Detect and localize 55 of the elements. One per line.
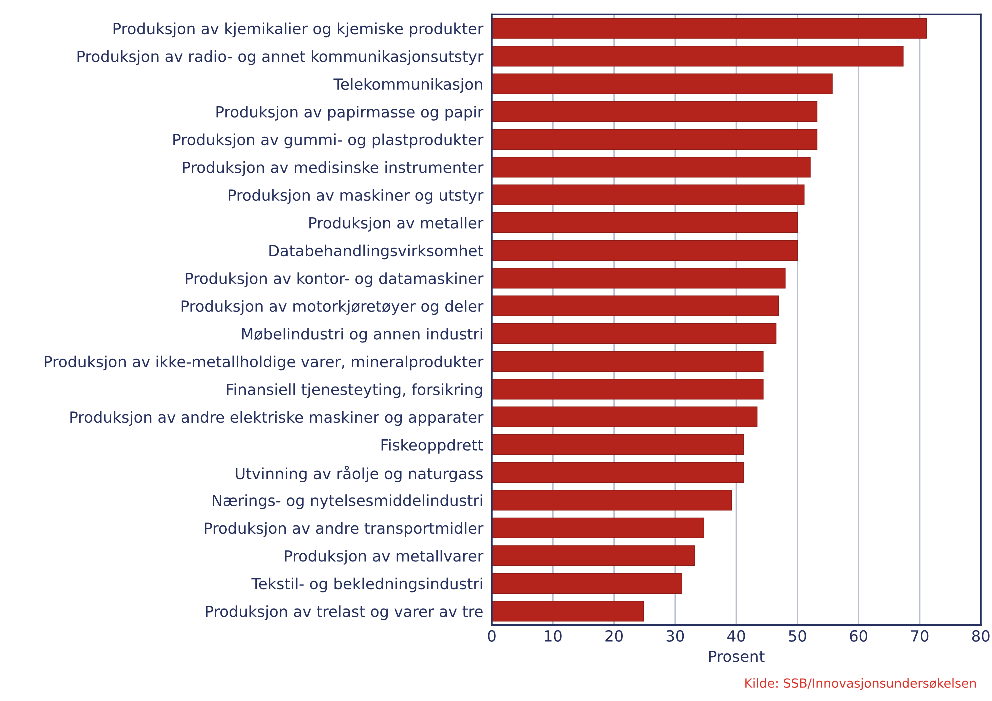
y-tick-label: Fiskeoppdrett [382, 439, 484, 454]
y-tick-label: Produksjon av maskiner og utstyr [229, 189, 484, 204]
x-tick-label: 0 [488, 630, 496, 642]
y-tick-label: Finansiell tjenesteyting, forsikring [227, 384, 482, 398]
y-tick-label: Produksjon av kjemikalier og kjemiske produkter [114, 22, 484, 38]
x-tick-label: 40 [728, 630, 746, 642]
bar [492, 296, 780, 316]
x-tick-label: 80 [972, 630, 990, 642]
x-tick-label: 30 [666, 630, 684, 642]
y-tick-label: Produksjon av metaller [310, 217, 484, 232]
bar [492, 518, 705, 538]
bar [492, 324, 777, 344]
bar [492, 351, 764, 372]
y-tick-label: Produksjon av andre elektriske maskiner og apparater [70, 411, 484, 426]
x-tick-label: 10 [545, 630, 562, 642]
bar [492, 406, 758, 428]
bar [492, 157, 811, 178]
bar [492, 184, 805, 206]
y-tick-label: Produksjon av gummi- og plastprodukter [174, 134, 484, 149]
text: Kilde: SSB/Innovasjonsundersøkelsen [746, 678, 976, 690]
y-tick-label: Produksjon av metallvarer [285, 550, 484, 565]
y-tick-label: Telekommunikasjon [334, 78, 482, 94]
bar [492, 462, 744, 483]
y-tick-label: Produksjon av kontor- og datamaskiner [186, 272, 484, 288]
bar [492, 490, 732, 511]
x-tick-label: 50 [789, 630, 806, 642]
bar [492, 129, 818, 150]
bar [492, 546, 696, 566]
x-tick-label: 70 [911, 630, 929, 642]
y-tick-label: Produksjon av ikke-metallholdige varer, mineralprodukter [45, 356, 484, 371]
y-tick-label: Produksjon av radio- og annet kommunikasjonsutstyr [78, 50, 484, 66]
x-axis-title: Prosent [709, 650, 765, 662]
y-tick-label: Produksjon av trelast og varer av tre [206, 606, 483, 620]
y-tick-label: Produksjon av papirmasse og papir [216, 106, 484, 121]
bar [492, 18, 928, 39]
bar [492, 434, 744, 456]
y-tick-label: Møbelindustri og annen industri [242, 328, 482, 343]
y-tick-label: Databehandlingsvirksomhet [270, 244, 484, 260]
y-tick-label: Nærings- og nytelsesmiddelindustri [213, 494, 482, 510]
bar [492, 573, 683, 594]
bar [492, 379, 764, 400]
x-tick-label: 60 [850, 630, 868, 642]
y-tick-label: Produksjon av andre transportmidler [205, 522, 484, 538]
y-tick-label: Utvinning av råolje og naturgass [236, 466, 483, 483]
bar [492, 46, 904, 67]
bar [492, 74, 833, 94]
bar [492, 268, 786, 289]
y-tick-label: Produksjon av motorkjøretøyer og deler [182, 300, 484, 316]
x-tick-label: 20 [606, 630, 623, 642]
bar [492, 601, 644, 622]
bar [492, 212, 798, 234]
bar [492, 102, 818, 122]
y-tick-label: Tekstil- og bekledningsindustri [252, 578, 482, 593]
bar [492, 240, 798, 261]
y-tick-label: Produksjon av medisinske instrumenter [183, 162, 484, 176]
